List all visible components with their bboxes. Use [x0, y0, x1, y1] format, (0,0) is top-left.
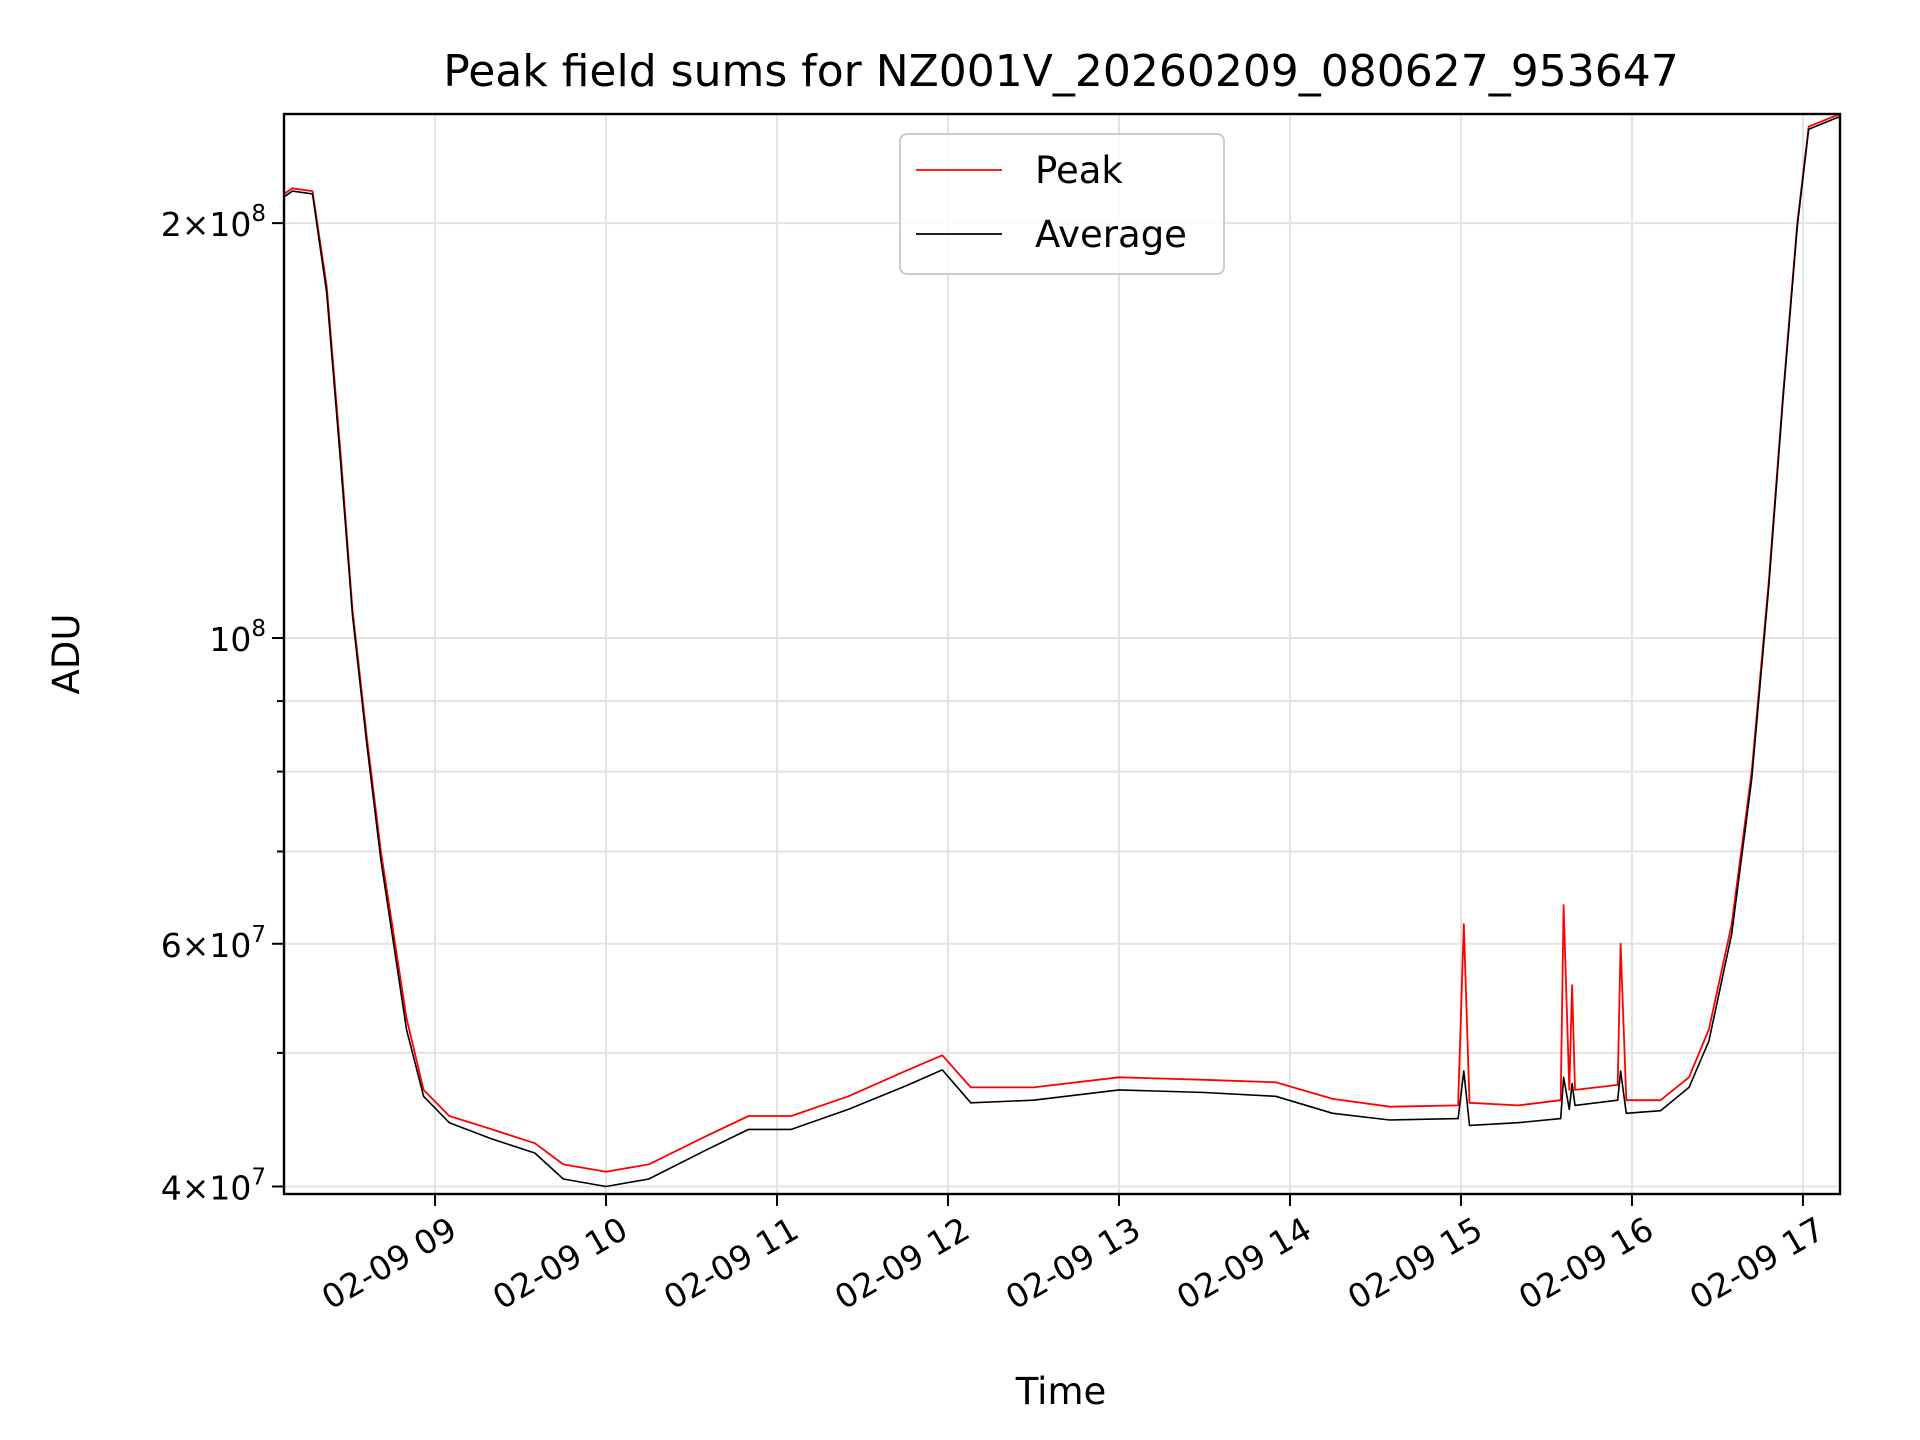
plot-frame: [282, 112, 1842, 1196]
y-tick-label: 4×107: [161, 1164, 266, 1207]
chart-title: Peak field sums for NZ001V_20260209_0806…: [443, 46, 1678, 97]
y-axis: 4×107 6×107 108 2×108: [161, 201, 284, 1207]
legend: Peak Average: [899, 133, 1225, 275]
series-line-average: [283, 115, 1841, 1188]
series-line-peak: [283, 113, 1841, 1173]
y-tick-label: 108: [209, 616, 266, 659]
legend-box: [899, 133, 1225, 275]
y-axis-label: ADU: [45, 614, 88, 695]
y-tick-label: 2×108: [161, 201, 266, 244]
y-tick-label: 6×107: [161, 922, 266, 965]
legend-label-peak: Peak: [1035, 149, 1123, 192]
legend-label-average: Average: [1035, 213, 1187, 256]
grid: [284, 114, 1840, 1194]
x-axis-label: Time: [1015, 1370, 1107, 1413]
plot-area: [283, 113, 1841, 1188]
